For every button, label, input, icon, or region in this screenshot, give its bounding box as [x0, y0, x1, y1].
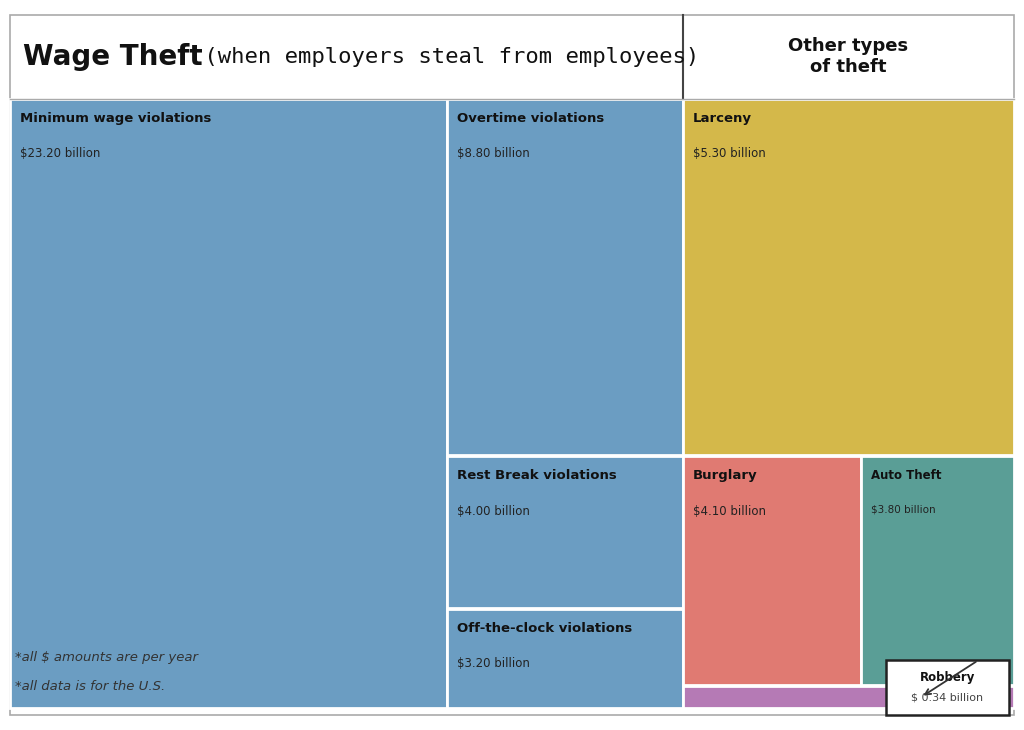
Bar	[683, 99, 1014, 455]
Text: $ 0.34 billion: $ 0.34 billion	[911, 693, 984, 703]
Text: Minimum wage violations: Minimum wage violations	[20, 112, 212, 125]
Text: $3.20 billion: $3.20 billion	[457, 657, 529, 670]
Text: Wage Theft: Wage Theft	[23, 42, 202, 71]
Text: Other types
of theft: Other types of theft	[788, 37, 908, 76]
Text: Overtime violations: Overtime violations	[457, 112, 604, 125]
Text: $5.30 billion: $5.30 billion	[693, 147, 766, 160]
Text: Robbery: Robbery	[920, 671, 975, 684]
Bar	[683, 686, 1014, 708]
Text: $23.20 billion: $23.20 billion	[20, 147, 100, 160]
Bar	[446, 456, 683, 607]
Text: Larceny: Larceny	[693, 112, 752, 125]
Bar	[886, 660, 1009, 715]
Text: *all $ amounts are per year: *all $ amounts are per year	[15, 650, 199, 664]
Text: *all data is for the U.S.: *all data is for the U.S.	[15, 680, 166, 693]
Bar	[861, 456, 1014, 685]
Text: (when employers steal from employees): (when employers steal from employees)	[191, 47, 699, 66]
Text: $4.10 billion: $4.10 billion	[693, 504, 766, 518]
Text: $8.80 billion: $8.80 billion	[457, 147, 529, 160]
Bar	[446, 609, 683, 708]
Text: Burglary: Burglary	[693, 469, 758, 483]
Text: Auto Theft: Auto Theft	[871, 469, 942, 483]
Bar	[10, 99, 446, 708]
Text: $3.80 billion: $3.80 billion	[871, 504, 936, 515]
Bar	[446, 99, 683, 455]
Text: Off-the-clock violations: Off-the-clock violations	[457, 622, 632, 635]
Text: $4.00 billion: $4.00 billion	[457, 504, 529, 518]
Text: Rest Break violations: Rest Break violations	[457, 469, 616, 483]
Bar	[683, 456, 861, 685]
